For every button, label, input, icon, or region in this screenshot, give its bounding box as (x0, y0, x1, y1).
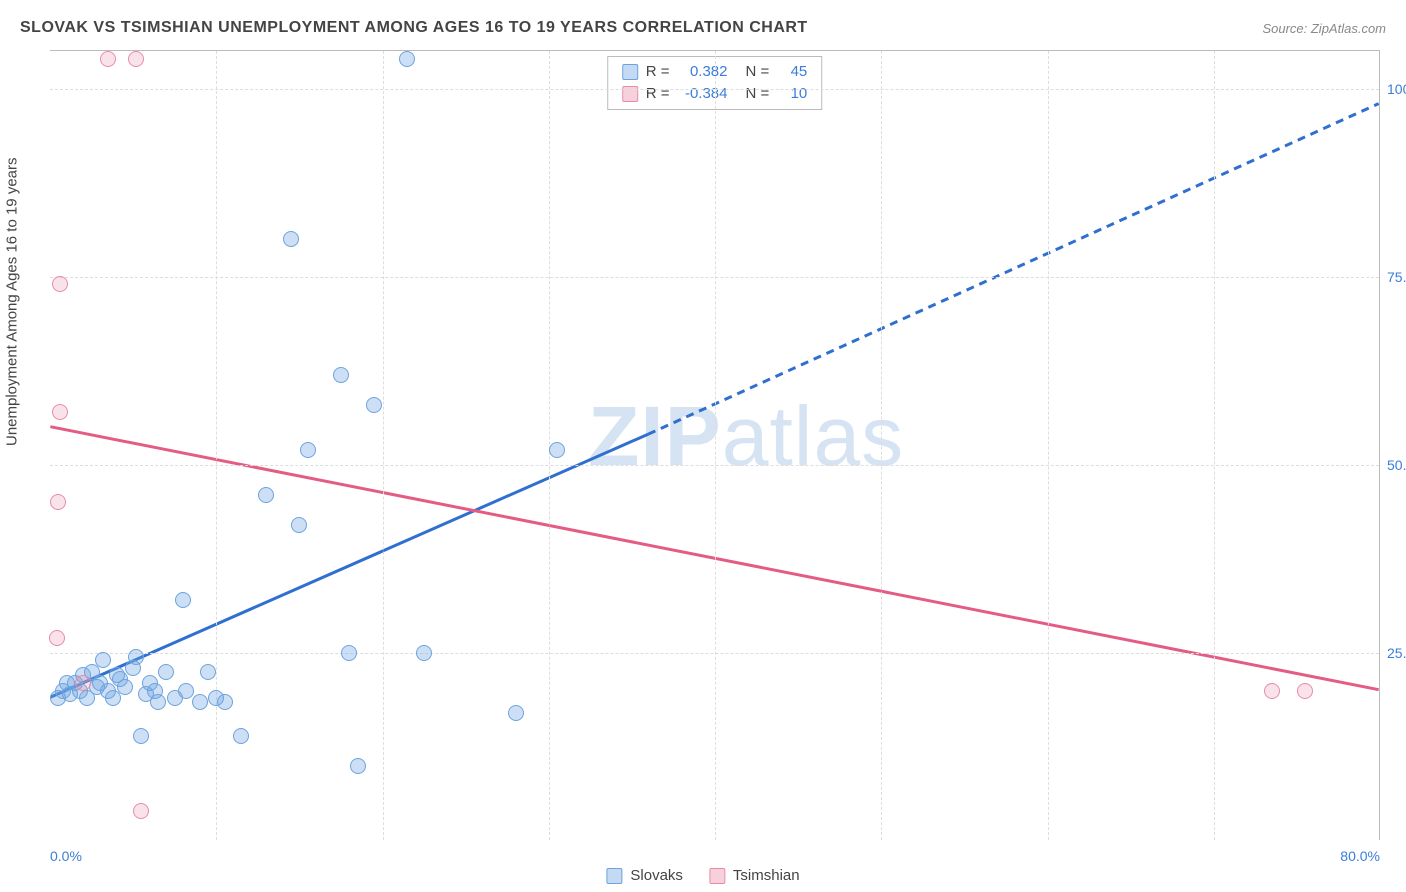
chart-title: SLOVAK VS TSIMSHIAN UNEMPLOYMENT AMONG A… (20, 19, 808, 37)
data-point (95, 652, 111, 668)
data-point (300, 442, 316, 458)
y-tick-label: 75.0% (1387, 269, 1406, 285)
data-point (128, 51, 144, 67)
legend-label: Slovaks (630, 867, 683, 884)
legend-item: Tsimshian (709, 867, 800, 884)
data-point (233, 728, 249, 744)
vgrid-line (383, 51, 384, 840)
data-point (75, 675, 91, 691)
chart-source: Source: ZipAtlas.com (1262, 21, 1386, 36)
data-point (49, 630, 65, 646)
data-point (200, 664, 216, 680)
vgrid-line (216, 51, 217, 840)
r-label: R = (646, 61, 670, 83)
data-point (283, 231, 299, 247)
legend-item: Slovaks (606, 867, 683, 884)
data-point (158, 664, 174, 680)
y-axis-label: Unemployment Among Ages 16 to 19 years (4, 157, 21, 446)
data-point (291, 517, 307, 533)
data-point (333, 367, 349, 383)
data-point (100, 51, 116, 67)
data-point (52, 276, 68, 292)
x-tick-label: 0.0% (50, 848, 82, 864)
data-point (1264, 683, 1280, 699)
data-point (52, 404, 68, 420)
n-value: 10 (777, 83, 807, 105)
data-point (133, 728, 149, 744)
vgrid-line (1048, 51, 1049, 840)
data-point (150, 694, 166, 710)
vgrid-line (715, 51, 716, 840)
vgrid-line (881, 51, 882, 840)
n-label: N = (746, 61, 770, 83)
y-tick-label: 50.0% (1387, 457, 1406, 473)
data-point (50, 494, 66, 510)
data-point (258, 487, 274, 503)
r-value: -0.384 (678, 83, 728, 105)
data-point (192, 694, 208, 710)
series-legend: Slovaks Tsimshian (606, 867, 799, 884)
r-value: 0.382 (678, 61, 728, 83)
vgrid-line (1214, 51, 1215, 840)
y-tick-label: 25.0% (1387, 645, 1406, 661)
legend-swatch (622, 64, 638, 80)
n-label: N = (746, 83, 770, 105)
legend-swatch (606, 868, 622, 884)
data-point (178, 683, 194, 699)
data-point (117, 679, 133, 695)
data-point (366, 397, 382, 413)
data-point (350, 758, 366, 774)
data-point (133, 803, 149, 819)
n-value: 45 (777, 61, 807, 83)
data-point (128, 649, 144, 665)
x-tick-label: 80.0% (1340, 848, 1380, 864)
data-point (1297, 683, 1313, 699)
data-point (549, 442, 565, 458)
chart-header: SLOVAK VS TSIMSHIAN UNEMPLOYMENT AMONG A… (0, 0, 1406, 50)
legend-label: Tsimshian (733, 867, 800, 884)
r-label: R = (646, 83, 670, 105)
watermark: ZIPatlas (588, 387, 904, 484)
data-point (508, 705, 524, 721)
legend-swatch (709, 868, 725, 884)
data-point (341, 645, 357, 661)
data-point (217, 694, 233, 710)
data-point (416, 645, 432, 661)
data-point (175, 592, 191, 608)
data-point (399, 51, 415, 67)
plot-area: ZIPatlas R =0.382N =45R =-0.384N =10 25.… (50, 50, 1380, 840)
y-tick-label: 100.0% (1387, 81, 1406, 97)
